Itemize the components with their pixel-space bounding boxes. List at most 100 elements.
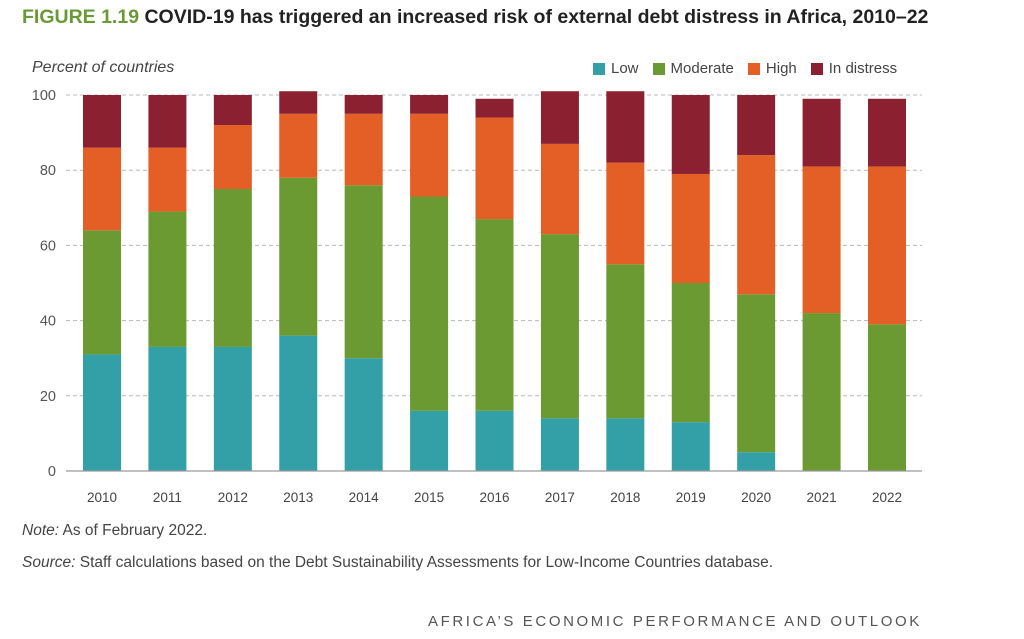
bar-low-2020 — [737, 452, 776, 471]
y-tick-label: 80 — [40, 163, 56, 179]
figure-title: FIGURE 1.19 COVID-19 has triggered an in… — [22, 6, 928, 29]
x-tick-label: 2016 — [479, 490, 509, 505]
bar-high-2014 — [344, 113, 383, 186]
legend-swatch-low — [593, 62, 605, 75]
bar-low-2019 — [671, 422, 710, 471]
bar-low-2014 — [344, 358, 383, 471]
bar-in-distress-2013 — [279, 91, 318, 114]
bar-in-distress-2019 — [671, 95, 710, 174]
bar-high-2021 — [802, 166, 841, 314]
bar-moderate-2017 — [540, 234, 579, 419]
bar-in-distress-2014 — [344, 95, 383, 114]
chart-note: Note: As of February 2022. — [22, 522, 207, 540]
bar-moderate-2021 — [802, 313, 841, 471]
bar-low-2011 — [148, 346, 187, 471]
bar-high-2016 — [475, 117, 514, 220]
bar-in-distress-2021 — [802, 98, 841, 167]
legend-label-low: Low — [611, 60, 639, 77]
bar-in-distress-2015 — [410, 95, 449, 114]
x-tick-label: 2019 — [676, 490, 706, 505]
x-axis-ticks: 2010 2011 2012 2013 2014 2015 2016 2017 2018 2019… — [87, 490, 902, 505]
x-tick-label: 2018 — [610, 490, 640, 505]
bar-high-2022 — [868, 166, 906, 325]
legend-label-in-distress: In distress — [828, 60, 898, 77]
bar-low-2015 — [410, 410, 449, 471]
bar-group-2021 — [802, 98, 841, 471]
x-tick-label: 2022 — [872, 490, 902, 505]
legend-item-low: Low — [593, 60, 639, 77]
legend-swatch-high — [747, 62, 760, 75]
y-tick-label: 20 — [40, 389, 56, 405]
bar-moderate-2010 — [83, 230, 121, 355]
legend-swatch-moderate — [652, 62, 665, 75]
legend-label-moderate: Moderate — [670, 60, 734, 77]
bar-high-2013 — [279, 113, 318, 178]
bar-in-distress-2011 — [148, 95, 187, 148]
x-tick-label: 2017 — [545, 490, 575, 505]
bar-high-2011 — [148, 147, 187, 212]
bar-in-distress-2010 — [83, 95, 121, 148]
running-head: AFRICA’S ECONOMIC PERFORMANCE AND OUTLOO… — [428, 613, 922, 630]
bar-group-2017 — [540, 91, 579, 471]
bar-group-2020 — [737, 95, 776, 471]
bar-group-2014 — [344, 95, 383, 471]
bar-high-2015 — [410, 113, 449, 197]
bar-high-2020 — [737, 155, 776, 295]
y-tick-label: 40 — [40, 314, 56, 330]
bar-low-2018 — [606, 418, 645, 471]
y-tick-label: 100 — [32, 88, 56, 104]
x-tick-label: 2015 — [414, 490, 444, 505]
note-label: Note: — [22, 522, 60, 539]
bar-group-2011 — [148, 95, 187, 471]
bar-group-2010 — [83, 95, 121, 471]
x-tick-label: 2013 — [283, 490, 313, 505]
x-tick-label: 2011 — [153, 490, 182, 505]
bar-group-2012 — [213, 95, 252, 471]
y-axis-ticks: 0 20 40 60 80 100 — [32, 88, 56, 480]
figure-title-text: COVID-19 has triggered an increased risk… — [144, 6, 929, 28]
chart-source: Source: Staff calculations based on the … — [22, 554, 773, 572]
bar-moderate-2012 — [213, 189, 252, 347]
x-tick-label: 2012 — [218, 490, 248, 505]
bars — [83, 91, 906, 471]
bar-moderate-2018 — [606, 264, 645, 419]
bar-group-2019 — [671, 95, 710, 471]
y-tick-label: 60 — [40, 238, 56, 254]
bar-in-distress-2017 — [540, 91, 579, 144]
chart-legend: Low Moderate High In distress — [593, 60, 897, 77]
legend-swatch-in-distress — [810, 62, 823, 75]
bar-in-distress-2020 — [737, 95, 776, 156]
legend-item-in-distress: In distress — [810, 60, 898, 77]
bar-high-2012 — [213, 125, 252, 189]
bar-group-2015 — [410, 95, 449, 471]
bar-low-2016 — [475, 410, 514, 471]
figure-label: FIGURE 1.19 — [22, 6, 140, 28]
note-text: As of February 2022. — [59, 522, 208, 539]
bar-low-2013 — [279, 335, 318, 471]
bar-in-distress-2016 — [475, 98, 514, 118]
bar-moderate-2013 — [279, 177, 318, 336]
bar-moderate-2016 — [475, 219, 514, 411]
bar-low-2010 — [83, 354, 121, 471]
x-tick-label: 2021 — [807, 490, 837, 505]
legend-label-high: High — [765, 60, 797, 77]
bar-moderate-2014 — [344, 185, 383, 359]
bar-in-distress-2018 — [606, 91, 645, 163]
source-label: Source: — [22, 554, 76, 571]
bar-high-2017 — [540, 143, 579, 235]
bar-in-distress-2022 — [868, 98, 906, 167]
bar-group-2018 — [606, 91, 645, 471]
bar-moderate-2019 — [671, 283, 710, 423]
bar-high-2010 — [83, 147, 121, 231]
bar-low-2017 — [540, 418, 579, 471]
bar-moderate-2020 — [737, 294, 776, 453]
bar-high-2018 — [606, 162, 645, 265]
bar-in-distress-2012 — [213, 95, 252, 126]
y-tick-label: 0 — [48, 464, 56, 480]
x-tick-label: 2010 — [87, 490, 117, 505]
bar-moderate-2022 — [868, 324, 906, 471]
bar-moderate-2015 — [410, 196, 449, 411]
legend-item-moderate: Moderate — [652, 60, 734, 77]
source-text: Staff calculations based on the Debt Sus… — [75, 554, 774, 571]
